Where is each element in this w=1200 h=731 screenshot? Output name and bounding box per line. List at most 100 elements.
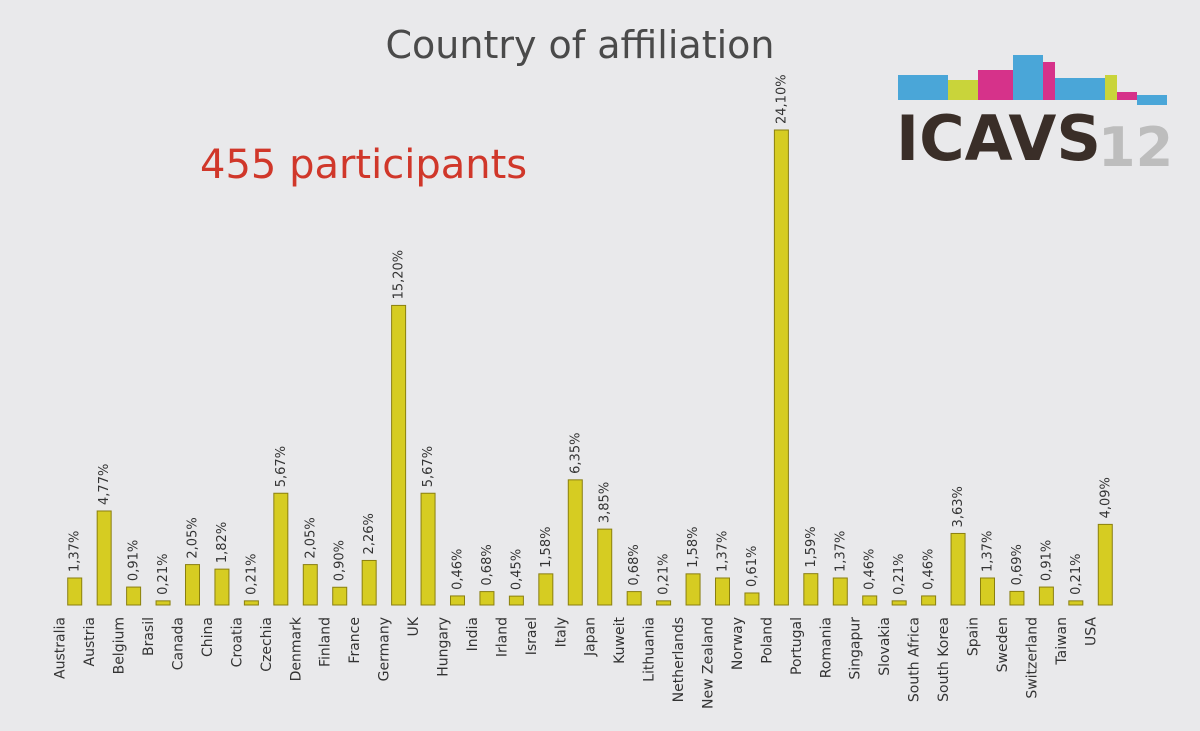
x-tick-label: Switzerland: [1024, 617, 1040, 699]
x-tick-label: Brasil: [141, 617, 157, 656]
x-tick-label: Netherlands: [671, 617, 687, 702]
x-tick-label: Croatia: [229, 617, 245, 667]
value-label: 24,10%: [774, 74, 789, 124]
x-tick-label: Germany: [377, 617, 393, 681]
value-label: 6,35%: [568, 433, 583, 474]
value-label: 0,21%: [892, 554, 907, 595]
bar: [508, 595, 524, 606]
bar: [950, 532, 966, 606]
bar: [803, 573, 819, 606]
x-tick-label: Sweden: [995, 617, 1011, 672]
x-tick-label: France: [347, 617, 363, 664]
value-label: 0,21%: [156, 554, 171, 595]
value-label: 0,68%: [627, 544, 642, 585]
x-tick-label: Spain: [966, 617, 982, 656]
x-tick-label: Portugal: [789, 617, 805, 675]
skyline: [1117, 92, 1137, 100]
bar: [715, 577, 730, 606]
x-tick-label: Romania: [818, 617, 834, 678]
value-label: 2,05%: [186, 517, 201, 558]
bar: [744, 592, 760, 606]
value-label: 5,67%: [421, 446, 436, 487]
x-tick-label: New Zealand: [701, 617, 717, 709]
bar: [685, 573, 701, 606]
bar: [420, 492, 436, 606]
x-tick-label: Singapur: [848, 617, 864, 680]
x-tick-label: Belgium: [112, 617, 128, 674]
value-label: 4,77%: [97, 464, 112, 505]
value-label: 0,21%: [1069, 554, 1084, 595]
skyline: [1055, 78, 1105, 100]
bar: [1068, 600, 1084, 606]
value-label: 1,37%: [833, 531, 848, 572]
value-label: 0,45%: [509, 549, 524, 590]
x-tick-label: UK: [406, 616, 422, 636]
skyline: [948, 80, 978, 100]
bar: [1009, 590, 1025, 606]
bar: [332, 586, 348, 606]
bar: [656, 600, 672, 606]
value-label: 0,61%: [745, 546, 760, 587]
value-label: 5,67%: [274, 446, 289, 487]
bar: [538, 573, 554, 606]
value-label: 1,58%: [539, 527, 554, 568]
x-tick-label: Norway: [730, 617, 746, 670]
value-label: 0,21%: [657, 554, 672, 595]
chart-subtitle: 455 participants: [200, 142, 527, 188]
value-label: 1,59%: [804, 526, 819, 567]
value-label: 0,46%: [451, 549, 466, 590]
x-tick-label: China: [200, 617, 216, 657]
bar: [1038, 586, 1054, 606]
x-tick-label: Taiwan: [1054, 617, 1070, 666]
bar: [921, 595, 937, 606]
bar: [980, 577, 995, 606]
bar: [1097, 523, 1113, 606]
value-label: 1,37%: [981, 531, 996, 572]
bar: [479, 591, 495, 606]
value-label: 2,26%: [362, 513, 377, 554]
x-tick-label: USA: [1083, 617, 1099, 646]
bar: [567, 479, 583, 606]
bar: [361, 559, 377, 606]
value-label: 0,91%: [1039, 540, 1054, 581]
logo: ICAVS 12: [896, 55, 1173, 179]
x-tick-label: Irland: [494, 617, 510, 657]
logo-name: ICAVS: [896, 102, 1101, 175]
value-label: 0,21%: [244, 554, 259, 595]
bar: [391, 304, 407, 606]
value-label: 15,20%: [392, 250, 407, 300]
skyline: [1105, 75, 1117, 100]
bar: [126, 586, 142, 606]
x-tick-label: Canada: [171, 617, 187, 670]
x-tick-label: Austria: [82, 617, 98, 666]
bar: [302, 564, 318, 606]
skyline: [1013, 55, 1043, 100]
bar: [243, 600, 259, 606]
x-tick-label: Hungary: [436, 617, 452, 677]
bar: [67, 577, 83, 606]
bar: [626, 591, 642, 606]
value-label: 0,46%: [922, 549, 937, 590]
value-label: 0,90%: [333, 540, 348, 581]
x-tick-label: Israel: [524, 617, 540, 655]
x-tick-label: Poland: [759, 617, 775, 664]
bar: [832, 577, 848, 606]
skyline: [978, 70, 1013, 100]
value-label: 0,46%: [863, 549, 878, 590]
bar: [96, 510, 112, 606]
x-tick-label: Australia: [53, 617, 69, 679]
skyline: [1137, 95, 1167, 105]
x-tick-label: Kuweit: [612, 617, 628, 664]
bar: [273, 492, 289, 606]
bar: [862, 595, 878, 606]
x-tick-label: South Korea: [936, 617, 952, 702]
value-label: 0,68%: [480, 544, 495, 585]
x-tick-label: South Africa: [907, 617, 923, 702]
bar: [214, 568, 230, 606]
bar: [155, 600, 171, 606]
chart-title: Country of affiliation: [386, 23, 775, 67]
skyline: [898, 75, 948, 100]
bar: [597, 528, 613, 606]
